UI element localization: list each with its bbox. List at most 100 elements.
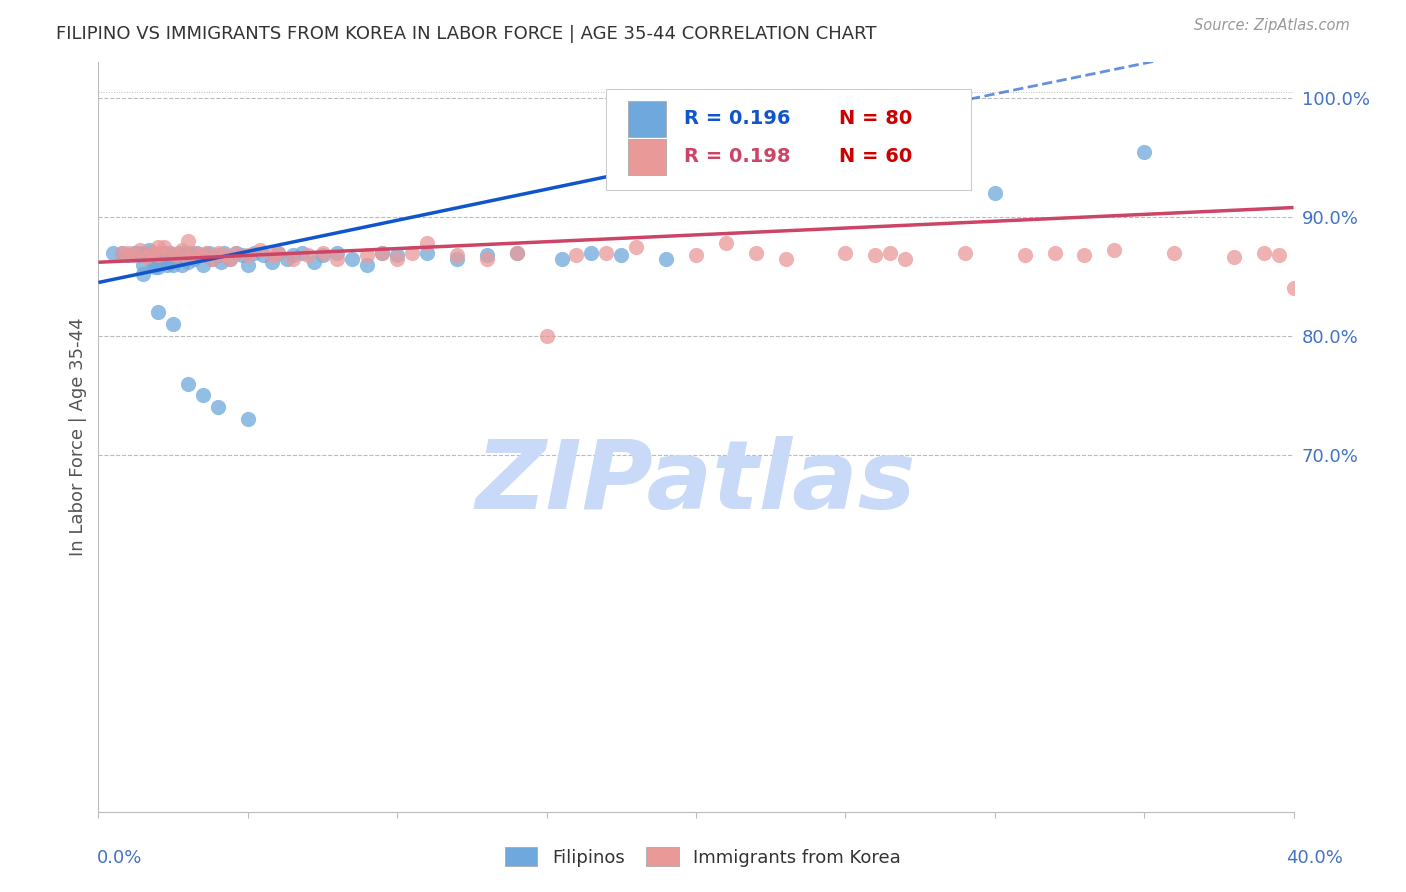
Point — [581, 245, 603, 260]
Point — [153, 245, 176, 260]
Point — [302, 255, 325, 269]
FancyBboxPatch shape — [606, 88, 972, 190]
Point — [626, 240, 648, 254]
Point — [984, 186, 1007, 201]
Point — [177, 248, 200, 262]
Point — [225, 245, 247, 260]
Point — [188, 248, 211, 262]
Point — [1043, 245, 1066, 260]
Point — [165, 252, 187, 266]
Point — [148, 240, 170, 254]
Point — [297, 248, 319, 262]
Point — [924, 162, 946, 177]
Point — [153, 252, 176, 266]
Point — [879, 245, 901, 260]
Point — [385, 252, 409, 266]
Point — [475, 248, 498, 262]
Point — [159, 245, 181, 260]
Point — [207, 245, 229, 260]
Point — [209, 255, 232, 269]
Point — [834, 245, 856, 260]
Point — [225, 245, 247, 260]
Point — [148, 248, 170, 262]
Point — [371, 245, 394, 260]
Point — [326, 252, 349, 266]
Point — [291, 245, 314, 260]
Point — [141, 255, 163, 269]
Point — [1253, 245, 1275, 260]
Point — [177, 251, 200, 265]
Point — [191, 258, 214, 272]
Point — [103, 245, 125, 260]
Point — [132, 258, 155, 272]
Text: Source: ZipAtlas.com: Source: ZipAtlas.com — [1194, 18, 1350, 33]
Point — [127, 245, 149, 260]
Point — [506, 245, 529, 260]
Point — [1267, 248, 1289, 262]
Point — [198, 245, 221, 260]
Point — [219, 252, 242, 266]
Point — [135, 248, 157, 262]
Point — [195, 245, 218, 260]
Point — [148, 260, 170, 274]
Point — [311, 248, 333, 262]
Point — [129, 244, 152, 258]
Point — [236, 248, 259, 262]
Point — [252, 248, 274, 262]
Point — [138, 244, 160, 258]
Point — [745, 245, 768, 260]
Point — [371, 245, 394, 260]
Point — [565, 248, 588, 262]
Point — [775, 252, 797, 266]
Point — [191, 388, 214, 402]
Point — [195, 248, 218, 262]
Point — [281, 248, 304, 262]
Point — [212, 245, 235, 260]
Point — [685, 248, 707, 262]
Point — [1163, 245, 1185, 260]
Point — [1014, 248, 1036, 262]
Text: R = 0.196: R = 0.196 — [685, 109, 790, 128]
Point — [655, 252, 678, 266]
Point — [1133, 145, 1156, 159]
Point — [177, 255, 200, 269]
Point — [260, 248, 283, 262]
Point — [953, 245, 976, 260]
Point — [714, 236, 737, 251]
Point — [132, 245, 155, 260]
Point — [162, 248, 184, 262]
Point — [132, 267, 155, 281]
Point — [150, 245, 173, 260]
Point — [260, 255, 283, 269]
Point — [281, 252, 304, 266]
Point — [162, 258, 184, 272]
Point — [143, 260, 166, 274]
Point — [117, 248, 139, 262]
Point — [212, 248, 235, 262]
Point — [276, 252, 298, 266]
Point — [1282, 281, 1305, 295]
Point — [834, 169, 856, 183]
Legend: Filipinos, Immigrants from Korea: Filipinos, Immigrants from Korea — [498, 840, 908, 874]
Point — [172, 258, 194, 272]
Point — [342, 252, 364, 266]
Point — [506, 245, 529, 260]
Point — [186, 245, 208, 260]
Y-axis label: In Labor Force | Age 35-44: In Labor Force | Age 35-44 — [69, 318, 87, 557]
Point — [111, 245, 134, 260]
Point — [148, 248, 170, 262]
Point — [610, 248, 633, 262]
Point — [150, 255, 173, 269]
Point — [159, 245, 181, 260]
Text: N = 60: N = 60 — [839, 146, 912, 166]
Point — [153, 240, 176, 254]
Point — [326, 245, 349, 260]
Point — [177, 376, 200, 391]
Point — [124, 248, 146, 262]
Point — [416, 236, 439, 251]
Point — [177, 234, 200, 248]
Point — [129, 248, 152, 262]
Text: 0.0%: 0.0% — [97, 849, 142, 867]
Point — [236, 412, 259, 426]
Point — [174, 245, 197, 260]
